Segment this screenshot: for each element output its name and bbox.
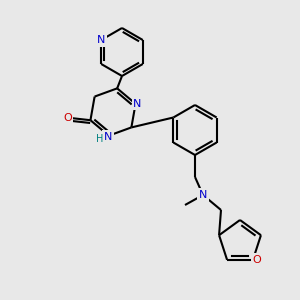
Text: N: N [199, 190, 207, 200]
Text: N: N [134, 99, 142, 109]
Text: O: O [63, 113, 72, 123]
Text: H: H [96, 134, 103, 144]
Text: O: O [253, 255, 261, 265]
Text: N: N [103, 132, 112, 142]
Text: N: N [97, 35, 105, 45]
